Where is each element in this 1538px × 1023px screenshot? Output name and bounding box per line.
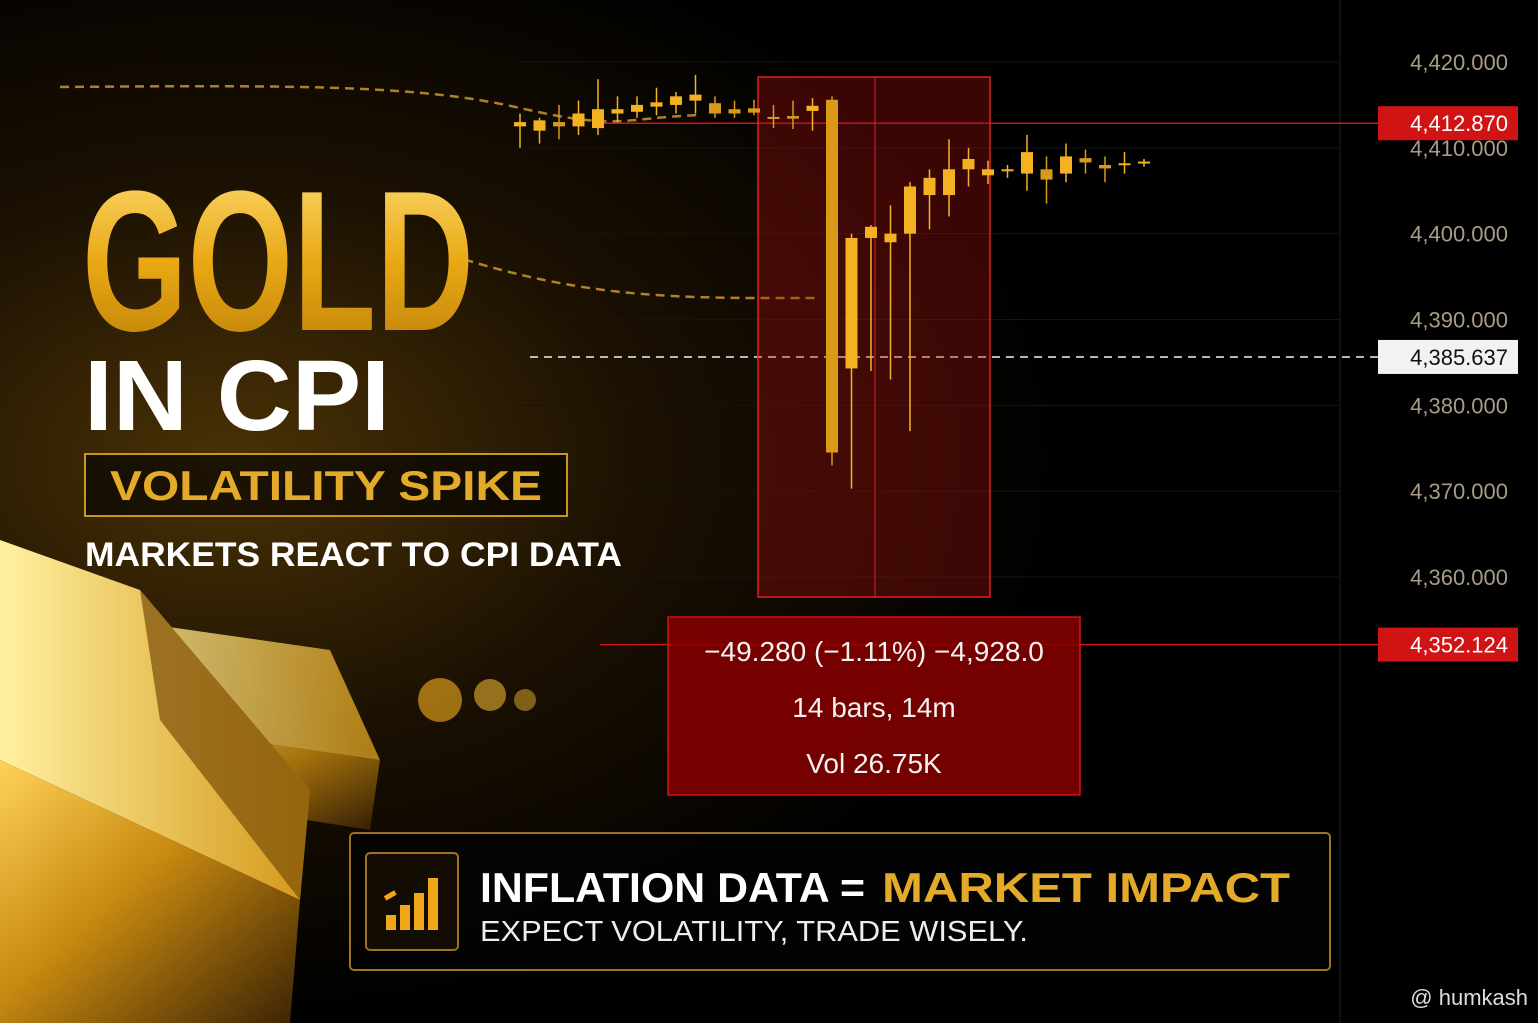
candle-body (748, 108, 760, 113)
candle-body (1138, 161, 1150, 164)
banner-icon (383, 878, 438, 930)
moving-averages (59, 84, 820, 300)
headline-subtitle: IN CPI (84, 340, 390, 452)
candle-body (689, 94, 702, 101)
candle-body (982, 169, 994, 176)
candle-body (943, 169, 955, 196)
y-tick-label: 4,360.000 (1410, 565, 1508, 590)
badge-text: VOLATILITY SPIKE (110, 462, 542, 509)
candle-body (1060, 156, 1072, 174)
candle-body (884, 233, 897, 243)
candle-body (514, 122, 526, 127)
candle-body (709, 103, 721, 114)
measure-range (757, 76, 991, 598)
badge-frame (84, 453, 568, 517)
candle-body (533, 120, 546, 131)
measure-box: −49.280 (−1.11%) −4,928.0 14 bars, 14m V… (667, 616, 1081, 796)
measure-volume: Vol 26.75K (806, 748, 942, 779)
candle-body (865, 226, 877, 238)
watermark: @ humkash (1410, 985, 1528, 1010)
price-tag-label: 4,412.870 (1410, 111, 1508, 136)
banner-left: INFLATION DATA = (480, 864, 865, 911)
candle-body (923, 177, 936, 196)
y-tick-label: 4,420.000 (1410, 50, 1508, 75)
candle-body (1118, 163, 1131, 166)
banner: INFLATION DATA = MARKET IMPACT EXPECT VO… (349, 832, 1331, 971)
candle-body (592, 109, 604, 129)
candle-body (631, 104, 643, 112)
candle-body (1079, 158, 1092, 163)
banner-right: MARKET IMPACT (882, 864, 1290, 911)
tagline: MARKETS REACT TO CPI DATA (85, 536, 622, 574)
gold-bars (0, 540, 536, 1023)
candle-body (1099, 165, 1111, 169)
candle-body (806, 105, 819, 111)
measure-change: −49.280 (−1.11%) −4,928.0 (704, 636, 1044, 667)
candle-body (787, 116, 799, 119)
price-tag (1378, 106, 1518, 141)
y-tick-label: 4,370.000 (1410, 479, 1508, 504)
candles (514, 74, 1150, 489)
banner-frame (349, 832, 1331, 971)
candle-body (1040, 169, 1053, 180)
banner-icon-frame (365, 852, 459, 951)
price-axis: 4,360.000 4,370.000 4,380.000 4,390.000 4,40… (520, 0, 1518, 1023)
candle-body (670, 96, 682, 105)
candle-body (845, 237, 858, 369)
candle-body (767, 116, 780, 119)
measure-box-bg (667, 616, 1081, 796)
headline-title: GOLD (82, 150, 474, 373)
candle-body (611, 109, 624, 114)
candle-body (826, 99, 838, 453)
price-tag-label: 4,385.637 (1410, 345, 1508, 370)
y-tick-label: 4,390.000 (1410, 308, 1508, 333)
candle-body (904, 186, 916, 234)
candle-body (1001, 169, 1014, 172)
price-tag (1378, 339, 1518, 374)
price-tag-label: 4,352.124 (1410, 633, 1508, 658)
measure-bars: 14 bars, 14m (792, 692, 955, 723)
price-tag (1378, 627, 1518, 662)
banner-sub: EXPECT VOLATILITY, TRADE WISELY. (480, 916, 1028, 948)
candle-body (553, 122, 565, 127)
candle-body (728, 109, 741, 114)
candle-body (962, 158, 975, 170)
candle-body (572, 113, 585, 127)
candle-body (1021, 152, 1033, 174)
candle-body (650, 102, 663, 107)
y-tick-label: 4,380.000 (1410, 393, 1508, 418)
y-tick-label: 4,400.000 (1410, 222, 1508, 247)
